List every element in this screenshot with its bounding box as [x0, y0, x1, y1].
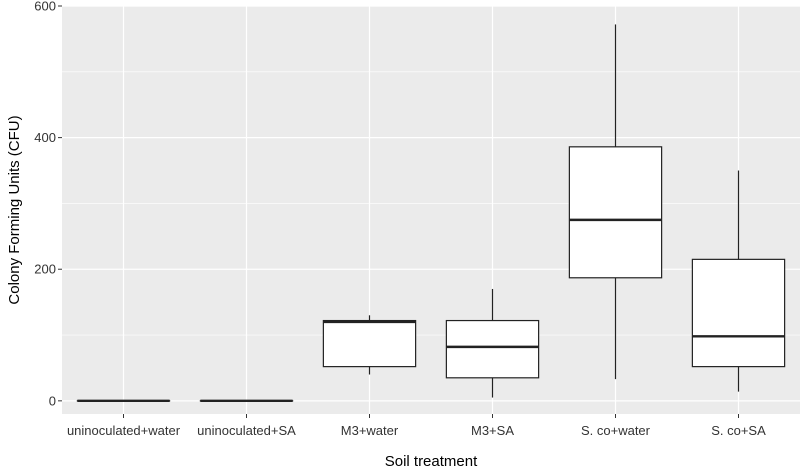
x-tick-label: S. co+SA	[711, 423, 766, 438]
x-tick-label: uninoculated+SA	[197, 423, 296, 438]
y-tick-label: 200	[34, 262, 56, 277]
box-body	[691, 258, 786, 368]
box-5	[691, 170, 786, 392]
box-4	[568, 24, 663, 380]
box-body	[322, 319, 417, 368]
box-3	[445, 288, 540, 398]
x-tick-label: S. co+water	[581, 423, 651, 438]
x-tick-label: M3+water	[341, 423, 399, 438]
y-tick-label: 0	[49, 393, 56, 408]
plot-panel	[62, 6, 800, 414]
x-tick-label: uninoculated+water	[67, 423, 181, 438]
x-tick-label: M3+SA	[471, 423, 514, 438]
x-axis: uninoculated+water uninoculated+SA M3+wate…	[67, 414, 766, 438]
y-tick-label: 600	[34, 0, 56, 14]
y-tick-label: 400	[34, 130, 56, 145]
box-2	[322, 315, 417, 375]
box-series	[76, 24, 786, 403]
y-axis-title: Colony Forming Units (CFU)	[6, 115, 23, 304]
box-body	[445, 319, 540, 379]
box-body	[568, 146, 663, 279]
x-axis-title: Soil treatment	[385, 453, 478, 468]
y-axis: 0 200 400 600	[34, 0, 62, 408]
